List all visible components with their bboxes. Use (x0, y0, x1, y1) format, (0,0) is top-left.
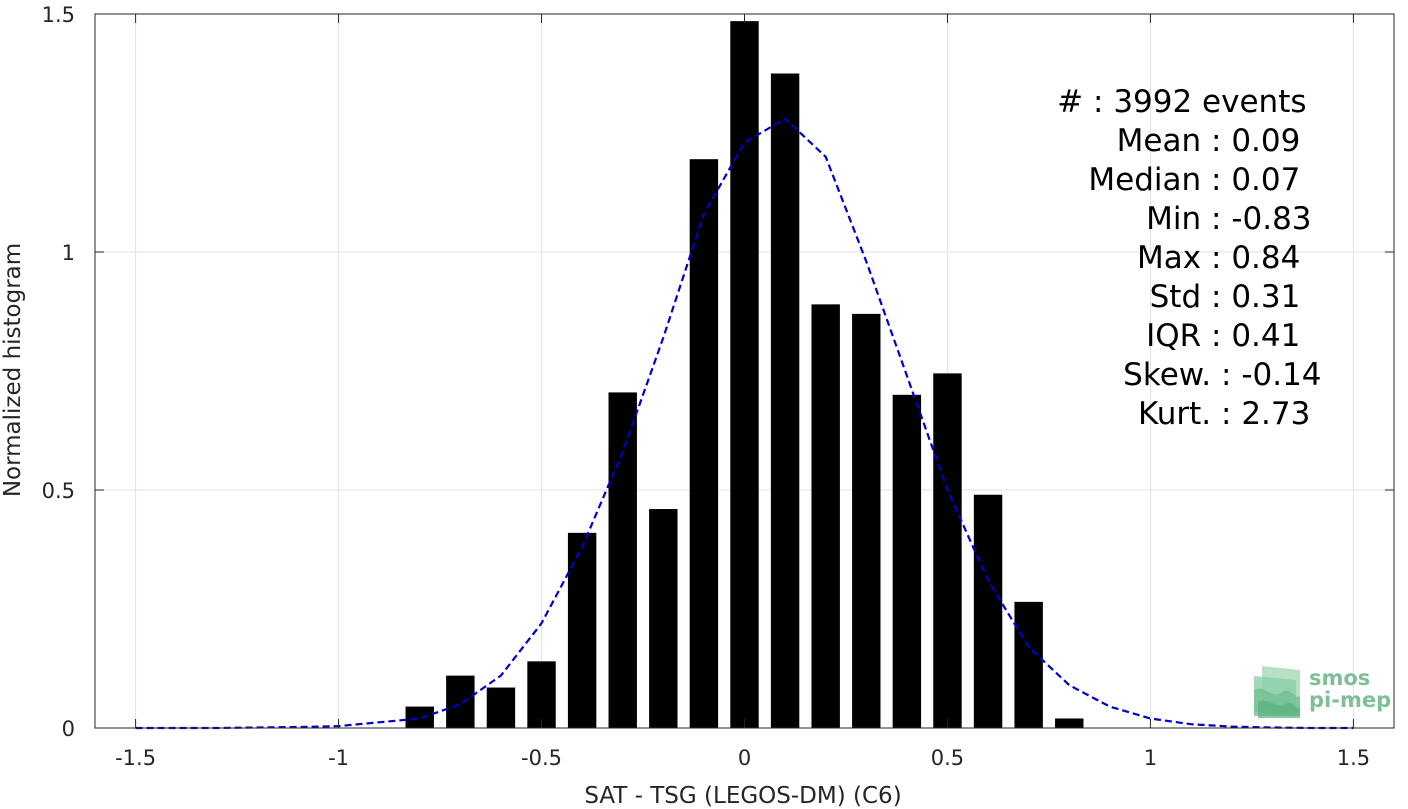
stat-label: Std (1150, 279, 1211, 315)
histogram-bar (933, 373, 962, 728)
x-tick-label: 1 (1144, 746, 1157, 770)
y-tick-label: 1 (62, 241, 75, 265)
smos-pi-mep-logo: smos pi-mep (1254, 666, 1391, 718)
stat-line: Std : 0.31 (1150, 279, 1301, 315)
histogram-bar (892, 394, 922, 728)
stat-line: Mean : 0.09 (1117, 123, 1301, 159)
histogram-bar (567, 532, 597, 728)
stat-line: Skew. : -0.14 (1123, 357, 1321, 393)
tick-labels: -1.5 -1 -0.5 0 0.5 1 1.5 0 0.5 1 1.5 (42, 3, 1371, 770)
stat-colon: : (1211, 318, 1231, 354)
x-axis-label: SAT - TSG (LEGOS-DM) (C6) (584, 783, 901, 809)
stat-label: IQR (1146, 318, 1211, 354)
histogram-bar (973, 494, 1003, 728)
stat-label: Max (1137, 240, 1211, 276)
histogram-bar (852, 313, 881, 728)
histogram-bar (1055, 718, 1084, 728)
stat-value: 0.07 (1231, 162, 1300, 198)
histogram-bar (527, 661, 556, 728)
histogram-bar (446, 675, 475, 728)
stat-value: 0.09 (1231, 123, 1300, 159)
stat-line: Max : 0.84 (1137, 240, 1300, 276)
stat-value: -0.14 (1241, 357, 1321, 393)
stat-line: IQR : 0.41 (1146, 318, 1300, 354)
y-tick-label: 1.5 (42, 3, 75, 27)
stat-line: Median : 0.07 (1088, 162, 1300, 198)
stat-colon: : (1221, 357, 1241, 393)
stat-label: Min (1146, 201, 1211, 237)
x-tick-label: 0.5 (931, 746, 964, 770)
histogram-bar (689, 159, 719, 728)
stat-value: 3992 events (1113, 84, 1306, 120)
stat-label: Mean (1117, 123, 1211, 159)
stat-colon: : (1211, 240, 1231, 276)
stat-value: 0.41 (1231, 318, 1300, 354)
stat-value: 2.73 (1241, 396, 1310, 432)
stat-value: 0.31 (1231, 279, 1300, 315)
stat-value: 0.84 (1231, 240, 1300, 276)
logo-line-1: smos (1309, 666, 1370, 690)
histogram-bar (405, 706, 434, 728)
stat-label: # (1057, 84, 1093, 120)
y-tick-label: 0 (62, 717, 75, 741)
stat-label: Skew. (1123, 357, 1221, 393)
x-tick-label: -1.5 (115, 746, 156, 770)
stat-colon: : (1211, 279, 1231, 315)
y-axis-label: Normalized histogram (0, 243, 26, 497)
histogram-bar (770, 73, 800, 728)
stat-line: Kurt. : 2.73 (1138, 396, 1310, 432)
histogram-bar (811, 304, 840, 728)
histogram-bars (405, 21, 1084, 728)
y-tick-label: 0.5 (42, 479, 75, 503)
histogram-bar (608, 392, 637, 728)
histogram-bar (1014, 601, 1043, 728)
stat-colon: : (1093, 84, 1113, 120)
stat-value: -0.83 (1231, 201, 1311, 237)
stat-colon: : (1211, 123, 1231, 159)
logo-line-2: pi-mep (1309, 688, 1391, 712)
histogram-bar (649, 509, 678, 728)
stat-colon: : (1211, 201, 1231, 237)
axes-frame (94, 13, 1395, 729)
histogram-bar (730, 21, 759, 728)
x-tick-label: -0.5 (521, 746, 562, 770)
histogram-bar (486, 687, 516, 728)
logo-mark-icon (1254, 666, 1300, 718)
stat-colon: : (1211, 162, 1231, 198)
stat-label: Median (1088, 162, 1211, 198)
stat-line: Min : -0.83 (1146, 201, 1311, 237)
x-tick-label: -1 (328, 746, 349, 770)
stat-label: Kurt. (1138, 396, 1221, 432)
stat-line: # : 3992 events (1057, 84, 1306, 120)
x-tick-label: 0 (738, 746, 751, 770)
x-tick-label: 1.5 (1337, 746, 1370, 770)
stat-colon: : (1221, 396, 1241, 432)
